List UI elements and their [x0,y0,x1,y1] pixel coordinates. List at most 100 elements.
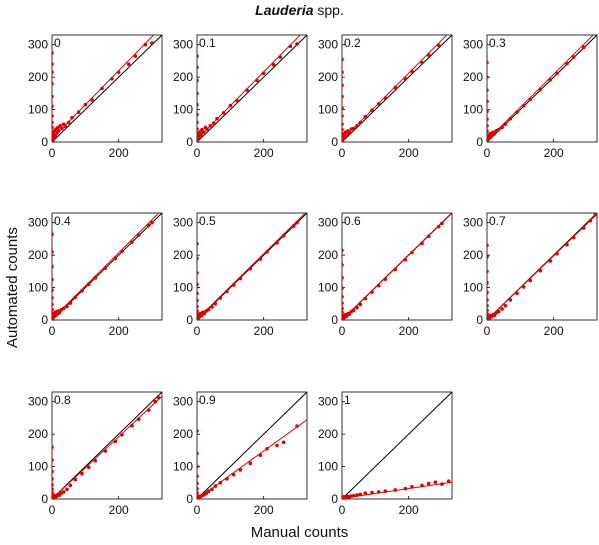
data-point [60,126,64,131]
data-point [52,94,54,99]
y-tick-label: 300 [28,216,48,230]
data-point [58,123,63,128]
data-point [197,242,199,246]
data-point [73,477,78,482]
data-point [487,117,489,122]
data-point [52,264,54,269]
data-point [593,213,597,217]
x-tick-label: 200 [254,146,274,160]
data-point [370,490,374,495]
data-point [588,218,593,223]
panel-label: 0.6 [344,214,361,228]
data-point [73,295,78,300]
data-point [199,133,203,137]
y-axis-label: Automated counts [4,227,21,348]
data-point [528,97,533,101]
data-point [68,483,73,488]
data-point [61,306,66,311]
data-point [231,283,236,287]
y-tick-label: 0 [331,135,338,149]
data-point [295,424,299,428]
data-point [342,70,344,75]
x-tick-label: 0 [339,503,346,517]
data-point [197,54,199,58]
identity-line [487,35,597,142]
data-point [487,109,489,113]
data-point [278,55,283,59]
data-point [110,76,114,81]
data-point [65,304,69,309]
data-point [197,120,199,125]
data-point [53,133,58,138]
data-point [426,481,431,486]
axes-frame [51,34,163,143]
data-point [52,51,54,55]
data-point [342,294,344,299]
data-point [197,490,199,495]
data-point [255,78,259,83]
x-tick-label: 200 [109,503,129,517]
panel-label: 0.3 [489,36,506,50]
x-tick-label: 200 [544,324,564,338]
data-point [200,127,204,132]
data-point [90,98,94,102]
y-tick-label: 100 [463,281,483,295]
data-point [383,277,388,281]
data-point [487,298,489,302]
panel-0.3: 0 200 0 100 200 300 0.3 [463,34,598,160]
data-point [197,481,199,486]
data-point [500,125,504,130]
data-point [571,235,576,240]
data-point [508,116,513,121]
data-point [52,302,54,307]
data-point [76,110,81,114]
data-point [70,115,74,120]
data-point [358,120,363,125]
fit-line [197,213,306,320]
data-point [215,116,219,121]
data-point [211,121,216,125]
y-tick-label: 100 [28,103,48,117]
data-point [231,472,236,477]
data-point [197,91,199,96]
data-point [496,309,501,314]
data-point [342,122,344,126]
x-axis-label: Manual counts [250,524,349,541]
fit-line [342,213,452,320]
data-point [376,490,381,494]
data-point [555,252,559,256]
data-point [213,301,218,306]
title-suffix: spp. [313,2,344,18]
data-point [403,76,408,81]
data-point [358,302,363,307]
data-point [120,433,124,437]
y-tick-label: 0 [186,313,193,327]
data-point [515,110,519,114]
data-point [383,489,388,494]
x-tick-label: 0 [339,146,346,160]
data-point [225,289,229,294]
data-point [205,127,209,131]
data-point [342,83,344,88]
panel-0.5: 0 200 0 100 200 300 0.5 [173,212,308,338]
data-point [197,112,199,117]
x-tick-label: 200 [399,324,419,338]
data-point [487,280,489,285]
data-point [487,243,489,248]
y-tick-label: 200 [173,427,193,441]
fit-line [487,213,597,320]
y-tick-label: 300 [318,395,338,409]
data-point [93,458,98,463]
data-point [538,268,543,273]
data-point [581,45,586,50]
data-point [197,429,199,433]
data-point [393,267,398,272]
panel-0.9: 0 200 0 100 200 300 0.9 [173,391,308,517]
x-tick-label: 0 [194,324,201,338]
fit-line [52,213,160,320]
data-point [225,477,229,481]
data-point [515,291,519,296]
data-point [197,304,199,309]
